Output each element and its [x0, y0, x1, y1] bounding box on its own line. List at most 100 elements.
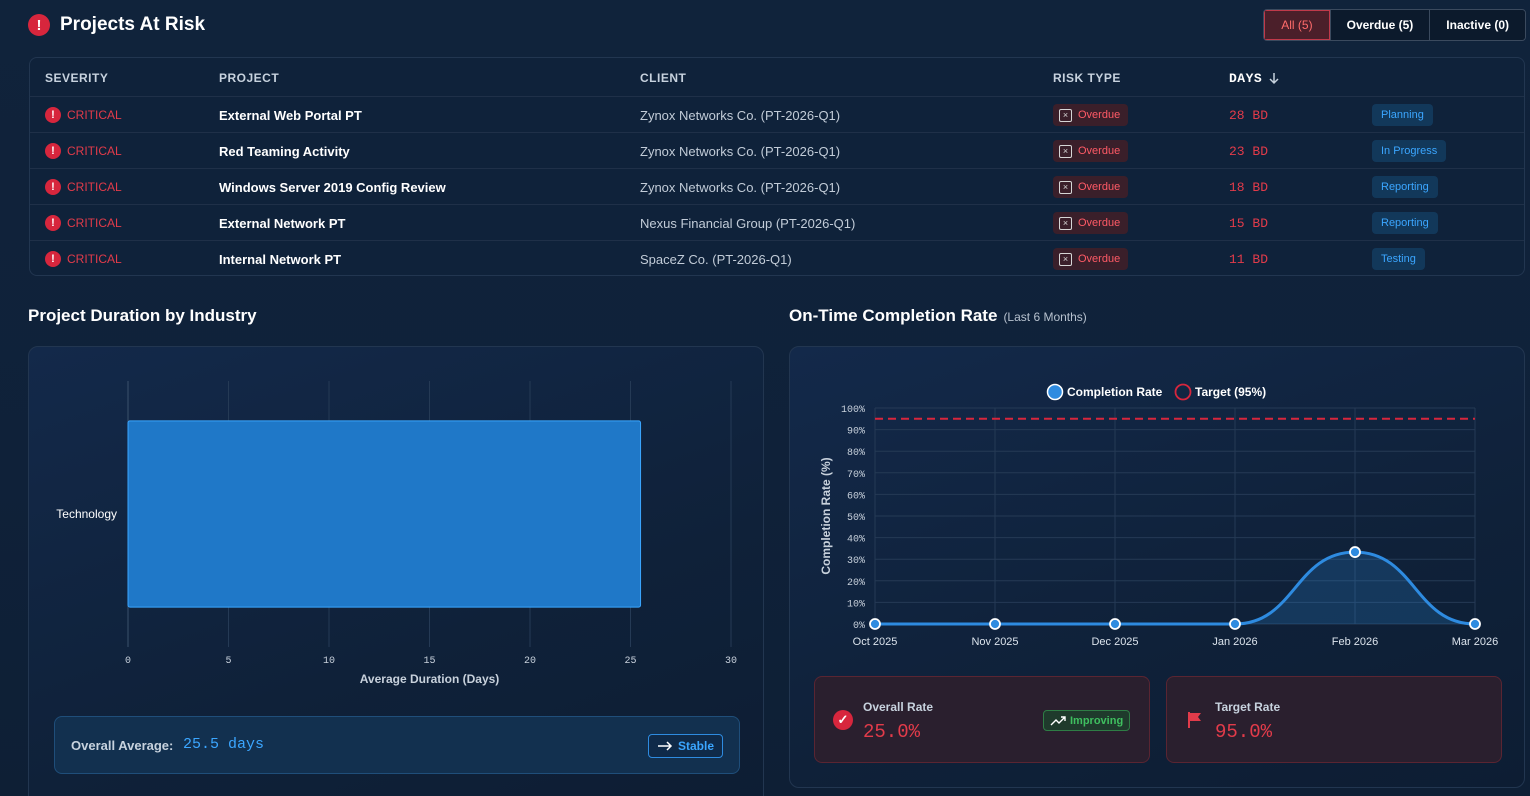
x-tick-label: Jan 2026	[1212, 636, 1257, 648]
table-row[interactable]: ! CRITICAL Internal Network PT SpaceZ Co. (…	[30, 240, 1524, 275]
calendar-x-icon: ×	[1059, 144, 1072, 158]
severity-cell: ! CRITICAL	[45, 205, 122, 241]
status-cell: Reporting	[1372, 205, 1438, 241]
duration-chart-card: 0 5 10 15 20 25 30 Technology Average Duration (…	[28, 346, 764, 796]
risk-type-label: Overdue	[1078, 181, 1121, 193]
status-cell: In Progress	[1372, 133, 1447, 169]
days-value: 23 BD	[1229, 143, 1269, 159]
stable-trend-badge[interactable]: Stable	[647, 734, 723, 758]
y-tick-label: 80%	[847, 448, 865, 459]
flag-icon	[1188, 712, 1201, 728]
column-header-client[interactable]: CLIENT	[640, 71, 687, 85]
risk-type-label: Overdue	[1078, 253, 1121, 265]
overall-average-box: Overall Average: 25.5 days Stable	[54, 716, 740, 774]
critical-alert-icon: !	[45, 215, 61, 231]
calendar-x-icon: ×	[1059, 252, 1072, 266]
x-tick-label: 5	[225, 656, 231, 667]
x-tick-label: Mar 2026	[1452, 636, 1498, 648]
y-tick-label: 70%	[847, 470, 865, 481]
column-header-project[interactable]: PROJECT	[219, 71, 280, 85]
improving-trend-label: Improving	[1070, 714, 1124, 727]
completion-chart-card: Completion Rate Target (95%) 0% 10% 20% 30% 40…	[789, 346, 1525, 788]
x-tick-label: Feb 2026	[1332, 636, 1378, 648]
stable-trend-label: Stable	[677, 739, 714, 753]
calendar-x-icon: ×	[1059, 216, 1072, 230]
improving-trend-badge: Improving	[1043, 710, 1131, 731]
y-tick-label: 40%	[847, 535, 865, 546]
completion-point	[989, 618, 1001, 630]
page-title: Projects At Risk	[60, 14, 206, 35]
severity-label: CRITICAL	[67, 108, 122, 122]
status-badge: Reporting	[1372, 176, 1438, 198]
project-name[interactable]: Red Teaming Activity	[219, 143, 350, 159]
alert-icon: !	[28, 14, 50, 36]
client-name: SpaceZ Co. (PT-2026-Q1)	[640, 251, 792, 267]
y-tick-label: 60%	[847, 491, 865, 502]
table-row[interactable]: ! CRITICAL External Network PT Nexus Financ…	[30, 204, 1524, 240]
risk-filter-group: All (5) Overdue (5) Inactive (0)	[1263, 9, 1526, 41]
calendar-x-icon: ×	[1059, 180, 1072, 194]
filter-all-button[interactable]: All (5)	[1264, 10, 1330, 40]
chart-legend: Completion Rate Target (95%)	[1046, 383, 1266, 401]
status-badge: In Progress	[1372, 140, 1447, 162]
project-name[interactable]: External Web Portal PT	[219, 107, 362, 123]
table-row[interactable]: ! CRITICAL Red Teaming Activity Zynox Netwo…	[30, 132, 1524, 168]
y-tick-label: 20%	[847, 578, 865, 589]
client-name: Zynox Networks Co. (PT-2026-Q1)	[640, 143, 841, 159]
x-tick-label: Dec 2025	[1091, 636, 1138, 648]
days-value: 18 BD	[1229, 179, 1269, 195]
table-row[interactable]: ! CRITICAL External Web Portal PT Zynox Net…	[30, 96, 1524, 132]
legend-label-completion: Completion Rate	[1067, 385, 1163, 399]
severity-cell: ! CRITICAL	[45, 241, 122, 275]
legend-label-target: Target (95%)	[1195, 385, 1266, 399]
x-tick-label: 15	[423, 656, 435, 667]
check-circle-icon: ✓	[833, 710, 853, 730]
risk-type-cell: × Overdue	[1053, 133, 1129, 169]
x-tick-label: Oct 2025	[853, 636, 898, 648]
project-name[interactable]: External Network PT	[219, 215, 346, 231]
filter-inactive-button[interactable]: Inactive (0)	[1429, 10, 1525, 40]
completion-title-text: On-Time Completion Rate	[789, 306, 998, 325]
risk-type-badge: × Overdue	[1053, 104, 1129, 126]
sort-down-icon	[1269, 73, 1279, 85]
completion-section-title: On-Time Completion Rate (Last 6 Months)	[789, 306, 1087, 326]
completion-point	[1109, 618, 1121, 630]
y-axis-title: Completion Rate (%)	[819, 457, 833, 574]
risk-type-cell: × Overdue	[1053, 169, 1129, 205]
critical-alert-icon: !	[45, 251, 61, 267]
overall-average-value: 25.5 days	[183, 736, 265, 753]
risk-type-cell: × Overdue	[1053, 97, 1129, 133]
y-tick-label: 30%	[847, 556, 865, 567]
x-tick-label: 25	[624, 656, 636, 667]
status-cell: Reporting	[1372, 169, 1438, 205]
x-tick-label: 20	[524, 656, 536, 667]
risk-type-cell: × Overdue	[1053, 205, 1129, 241]
target-rate-card: Target Rate 95.0%	[1166, 676, 1502, 763]
risk-table: SEVERITY PROJECT CLIENT RISK TYPE DAYS !…	[29, 57, 1525, 276]
status-badge: Testing	[1372, 248, 1425, 270]
client-name: Zynox Networks Co. (PT-2026-Q1)	[640, 107, 841, 123]
status-badge: Reporting	[1372, 212, 1438, 234]
critical-alert-icon: !	[45, 143, 61, 159]
x-tick-label: 10	[323, 656, 335, 667]
column-header-days[interactable]: DAYS	[1229, 71, 1280, 86]
column-header-risk-type[interactable]: RISK TYPE	[1053, 71, 1121, 85]
days-value: 28 BD	[1229, 107, 1269, 123]
risk-type-label: Overdue	[1078, 217, 1121, 229]
completion-point	[1229, 618, 1241, 630]
project-name[interactable]: Windows Server 2019 Config Review	[219, 179, 446, 195]
y-tick-label: 100%	[841, 405, 865, 416]
column-header-severity[interactable]: SEVERITY	[45, 71, 109, 85]
risk-type-label: Overdue	[1078, 145, 1121, 157]
duration-section-title: Project Duration by Industry	[28, 306, 257, 325]
y-category-label: Technology	[56, 507, 117, 521]
risk-type-badge: × Overdue	[1053, 176, 1129, 198]
completion-area	[875, 552, 1475, 624]
status-cell: Planning	[1372, 97, 1433, 133]
completion-point	[869, 618, 881, 630]
table-row[interactable]: ! CRITICAL Windows Server 2019 Config Revi…	[30, 168, 1524, 204]
x-tick-label: 0	[125, 656, 131, 667]
target-rate-value: 95.0%	[1215, 721, 1273, 743]
filter-overdue-button[interactable]: Overdue (5)	[1329, 10, 1430, 40]
project-name[interactable]: Internal Network PT	[219, 251, 342, 267]
